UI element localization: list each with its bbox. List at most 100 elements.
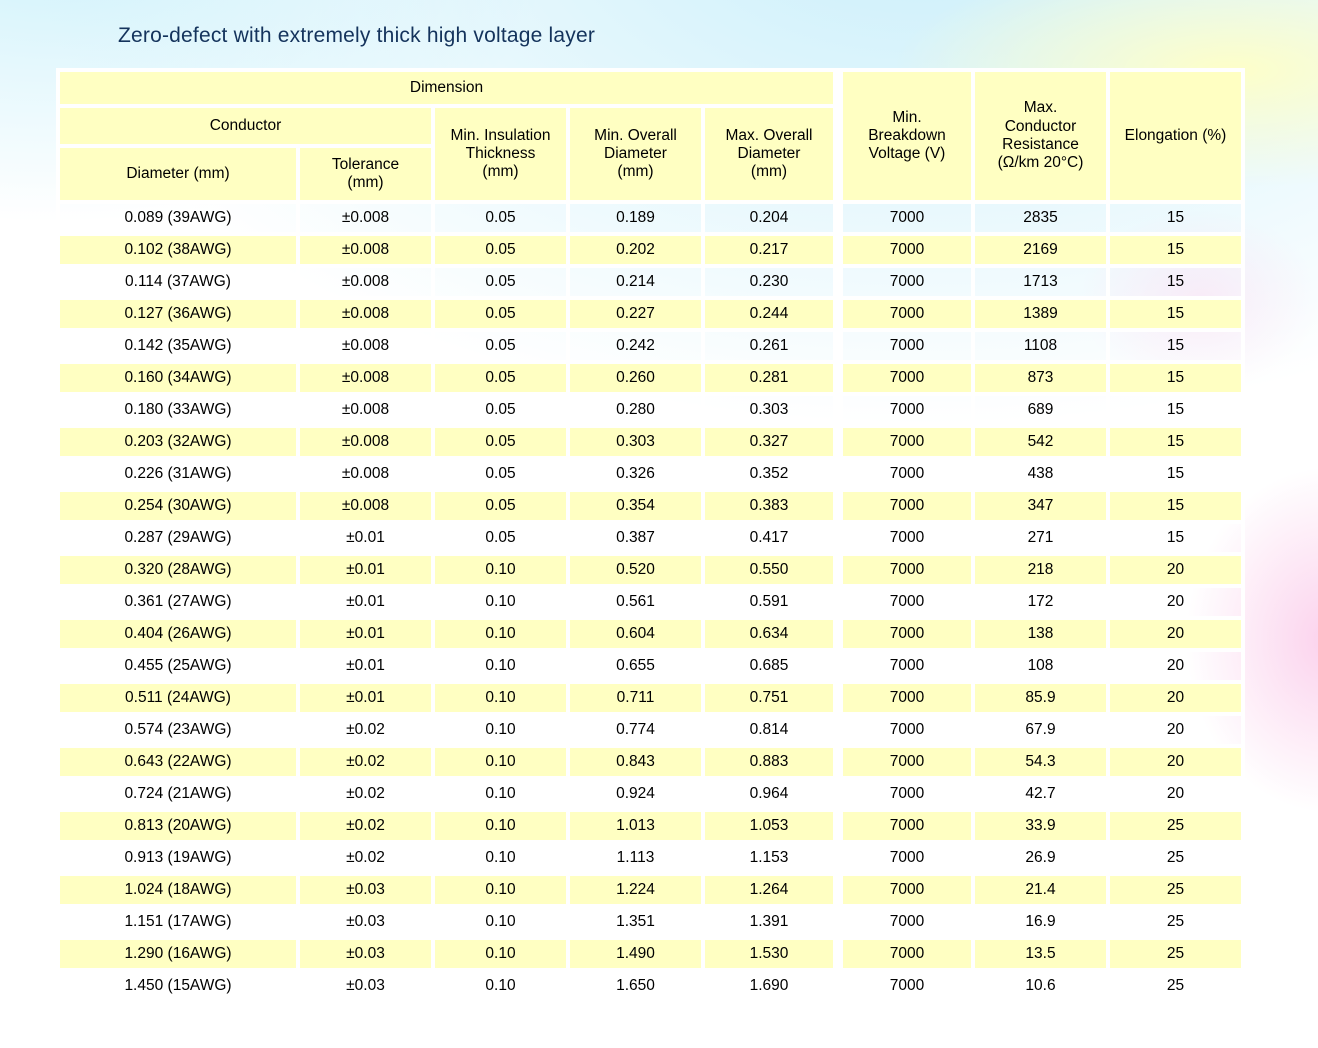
table-cell: 0.561: [566, 584, 705, 620]
table-cell: 15: [1106, 264, 1245, 300]
table-cell: 25: [1106, 808, 1245, 844]
table-cell: 85.9: [971, 680, 1110, 716]
table-cell: 108: [971, 648, 1110, 684]
table-cell: 0.260: [566, 360, 705, 396]
table-row: 0.226 (31AWG) ±0.008 0.05 0.326 0.352 7000 438…: [56, 456, 1245, 492]
table-cell: 15: [1106, 232, 1245, 268]
table-cell: 0.685: [701, 648, 840, 684]
table-cell: 13.5: [971, 936, 1110, 972]
table-cell: 7000: [833, 744, 975, 780]
table-cell: 0.924: [566, 776, 705, 812]
header-max-overall-diameter: Max. Overall Diameter (mm): [701, 104, 840, 204]
table-cell: 7000: [833, 392, 975, 428]
table-cell: ±0.01: [296, 648, 435, 684]
table-cell: 0.230: [701, 264, 840, 300]
table-cell: 0.774: [566, 712, 705, 748]
table-cell: 0.244: [701, 296, 840, 332]
table-row: 0.511 (24AWG) ±0.01 0.10 0.711 0.751 7000 85.9…: [56, 680, 1245, 716]
table-cell: 0.10: [431, 968, 570, 1004]
table-cell: 0.242: [566, 328, 705, 364]
table-cell: 0.634: [701, 616, 840, 652]
table-cell: 0.655: [566, 648, 705, 684]
table-cell: 1.113: [566, 840, 705, 876]
table-cell: 7000: [833, 232, 975, 268]
table-cell: 0.05: [431, 328, 570, 364]
table-cell: ±0.02: [296, 840, 435, 876]
table-cell: 67.9: [971, 712, 1110, 748]
table-cell: 0.05: [431, 456, 570, 492]
table-cell: 7000: [833, 808, 975, 844]
table-row: 0.160 (34AWG) ±0.008 0.05 0.260 0.281 7000 873…: [56, 360, 1245, 396]
table-row: 0.102 (38AWG) ±0.008 0.05 0.202 0.217 7000 216…: [56, 232, 1245, 268]
table-cell: 7000: [833, 424, 975, 460]
table-cell: ±0.008: [296, 232, 435, 268]
table-cell: ±0.008: [296, 488, 435, 524]
table-cell: 7000: [833, 328, 975, 364]
table-cell: 0.254 (30AWG): [56, 488, 300, 524]
table-cell: 873: [971, 360, 1110, 396]
table-row: 0.089 (39AWG) ±0.008 0.05 0.189 0.204 7000 283…: [56, 200, 1245, 236]
table-cell: 0.964: [701, 776, 840, 812]
table-cell: 0.05: [431, 264, 570, 300]
table-row: 0.127 (36AWG) ±0.008 0.05 0.227 0.244 7000 138…: [56, 296, 1245, 332]
spec-table: Dimension Min. Breakdown Voltage (V) Max…: [56, 68, 1245, 1004]
table-cell: 0.814: [701, 712, 840, 748]
table-cell: 20: [1106, 680, 1245, 716]
table-cell: 0.320 (28AWG): [56, 552, 300, 588]
table-cell: 42.7: [971, 776, 1110, 812]
table-cell: 1389: [971, 296, 1110, 332]
table-row: 0.643 (22AWG) ±0.02 0.10 0.843 0.883 7000 54.3…: [56, 744, 1245, 780]
table-cell: 7000: [833, 904, 975, 940]
table-cell: 20: [1106, 744, 1245, 780]
table-cell: 0.352: [701, 456, 840, 492]
table-cell: ±0.008: [296, 296, 435, 332]
table-cell: 1.153: [701, 840, 840, 876]
table-cell: 0.10: [431, 552, 570, 588]
table-row: 0.320 (28AWG) ±0.01 0.10 0.520 0.550 7000 218 2…: [56, 552, 1245, 588]
table-cell: 0.10: [431, 808, 570, 844]
table-cell: 15: [1106, 328, 1245, 364]
table-cell: 1108: [971, 328, 1110, 364]
table-cell: 25: [1106, 904, 1245, 940]
table-cell: 15: [1106, 520, 1245, 556]
table-cell: 0.10: [431, 936, 570, 972]
table-cell: 0.114 (37AWG): [56, 264, 300, 300]
table-cell: 0.724 (21AWG): [56, 776, 300, 812]
table-cell: 7000: [833, 456, 975, 492]
table-row: 0.287 (29AWG) ±0.01 0.05 0.387 0.417 7000 271 1…: [56, 520, 1245, 556]
table-cell: 7000: [833, 616, 975, 652]
table-cell: 7000: [833, 552, 975, 588]
table-cell: 0.883: [701, 744, 840, 780]
table-cell: 0.417: [701, 520, 840, 556]
header-conductor-resistance: Max. Conductor Resistance (Ω/km 20°C): [971, 68, 1110, 204]
table-cell: 0.05: [431, 488, 570, 524]
table-cell: ±0.01: [296, 520, 435, 556]
table-cell: 1.530: [701, 936, 840, 972]
table-cell: 542: [971, 424, 1110, 460]
table-row: 0.813 (20AWG) ±0.02 0.10 1.013 1.053 7000 33.9…: [56, 808, 1245, 844]
table-cell: 1.690: [701, 968, 840, 1004]
table-cell: 25: [1106, 872, 1245, 908]
header-diameter: Diameter (mm): [56, 144, 300, 204]
table-cell: 16.9: [971, 904, 1110, 940]
table-cell: 25: [1106, 968, 1245, 1004]
table-cell: 689: [971, 392, 1110, 428]
table-cell: 1.024 (18AWG): [56, 872, 300, 908]
table-cell: 0.813 (20AWG): [56, 808, 300, 844]
table-cell: 0.711: [566, 680, 705, 716]
table-cell: 0.574 (23AWG): [56, 712, 300, 748]
header-conductor: Conductor: [56, 104, 435, 148]
table-cell: 20: [1106, 584, 1245, 620]
table-cell: 26.9: [971, 840, 1110, 876]
spec-table-header: Dimension Min. Breakdown Voltage (V) Max…: [56, 68, 1245, 204]
table-cell: 0.455 (25AWG): [56, 648, 300, 684]
table-cell: 15: [1106, 200, 1245, 236]
table-cell: 0.280: [566, 392, 705, 428]
table-cell: 438: [971, 456, 1110, 492]
table-cell: 15: [1106, 360, 1245, 396]
table-cell: 0.05: [431, 360, 570, 396]
table-cell: 1.224: [566, 872, 705, 908]
table-cell: ±0.008: [296, 392, 435, 428]
table-cell: 25: [1106, 936, 1245, 972]
table-cell: 0.160 (34AWG): [56, 360, 300, 396]
